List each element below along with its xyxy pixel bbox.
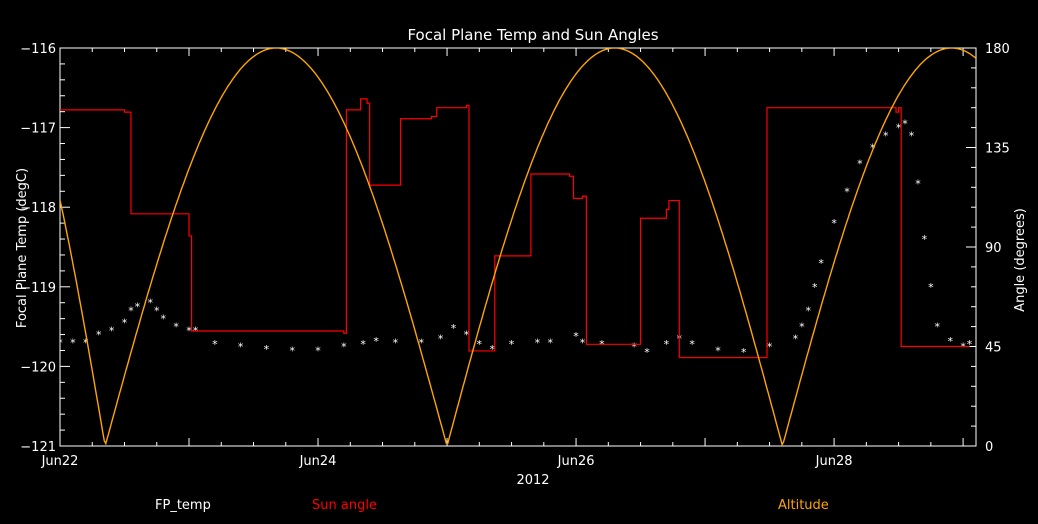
series-fp-temp: * * ** *** * **** * ** * * * * * * * * * ** ** * * * * * * * * ** * *… xyxy=(57,118,973,359)
x-axis-label: 2012 xyxy=(516,473,549,488)
y-right-tick-label: 180 xyxy=(985,42,1010,57)
fp-temp-point: * xyxy=(896,122,902,135)
fp-temp-point: * xyxy=(831,217,837,230)
fp-temp-point: * xyxy=(154,305,160,318)
fp-temp-point: * xyxy=(128,305,134,318)
fp-temp-point: * xyxy=(477,338,483,351)
legend-fp-temp: FP_temp xyxy=(155,498,211,513)
fp-temp-point: * xyxy=(489,343,495,356)
fp-temp-point: * xyxy=(109,325,115,338)
fp-temp-point: * xyxy=(360,338,366,351)
fp-temp-point: * xyxy=(644,346,650,359)
y-right-tick-label: 45 xyxy=(985,341,1002,356)
y-left-tick-label: −121 xyxy=(20,440,56,455)
y-right-tick-label: 135 xyxy=(985,142,1010,157)
series-sun-angle xyxy=(60,98,970,359)
x-tick-label: Jun28 xyxy=(815,454,853,469)
fp-temp-point: * xyxy=(96,329,102,342)
fp-temp-point: * xyxy=(967,338,973,351)
fp-temp-point: * xyxy=(573,330,579,343)
fp-temp-point: * xyxy=(902,118,908,131)
plot-axes: Jun22 Jun24 Jun26 Jun28 −121 −120 −119 −118 −117… xyxy=(20,42,1010,469)
fp-temp-point: * xyxy=(806,305,812,318)
fp-temp-point: * xyxy=(548,337,554,350)
fp-temp-point: * xyxy=(928,281,934,294)
fp-temp-point: * xyxy=(83,337,89,350)
fp-temp-point: * xyxy=(935,321,941,334)
fp-temp-point: * xyxy=(689,338,695,351)
fp-temp-point: * xyxy=(451,322,457,335)
plot-marks: * * ** *** * **** * ** * * * * * * * * * ** ** * * * * * * * * ** * *… xyxy=(57,48,976,446)
fp-temp-point: * xyxy=(844,185,850,198)
fp-temp-point: * xyxy=(883,130,889,143)
fp-temp-point: * xyxy=(264,343,270,356)
y-right-tick-label: 0 xyxy=(985,440,993,455)
fp-temp-point: * xyxy=(148,297,154,310)
chart-title: Focal Plane Temp and Sun Angles xyxy=(407,26,658,44)
fp-temp-point: * xyxy=(631,341,637,354)
series-altitude xyxy=(60,48,976,446)
series-group: * * ** *** * **** * ** * * * * * * * * * ** ** * * * * * * * * ** * *… xyxy=(57,48,976,446)
fp-temp-point: * xyxy=(922,233,928,246)
y-axis-label-right: Angle (degrees) xyxy=(1013,208,1028,312)
fp-temp-point: * xyxy=(509,338,515,351)
fp-temp-point: * xyxy=(664,338,670,351)
fp-temp-point: * xyxy=(767,341,773,354)
fp-temp-point: * xyxy=(122,317,128,330)
fp-temp-point: * xyxy=(741,346,747,359)
x-tick-label: Jun26 xyxy=(557,454,595,469)
fp-temp-point: * xyxy=(238,341,244,354)
y-left-tick-label: −117 xyxy=(20,122,56,137)
fp-temp-point: * xyxy=(915,177,921,190)
fp-temp-point: * xyxy=(947,335,953,348)
fp-temp-point: * xyxy=(393,337,399,350)
fp-temp-point: * xyxy=(70,337,76,350)
fp-temp-point: * xyxy=(315,344,321,357)
fp-temp-point: * xyxy=(341,341,347,354)
y-left-tick-label: −116 xyxy=(20,42,56,57)
fp-temp-point: * xyxy=(818,257,824,270)
fp-temp-point: * xyxy=(535,337,541,350)
y-left-tick-label: −119 xyxy=(20,281,56,296)
fp-temp-point: * xyxy=(289,344,295,357)
fp-temp-point: * xyxy=(186,325,192,338)
y-left-tick-label: −118 xyxy=(20,201,56,216)
fp-temp-point: * xyxy=(135,301,141,314)
x-tick-label: Jun24 xyxy=(299,454,337,469)
y-axis-label-left: Focal Plane Temp (degC) xyxy=(15,168,30,328)
fp-temp-point: * xyxy=(373,335,379,348)
fp-temp-point: * xyxy=(418,337,424,350)
y-right-tick-label: 90 xyxy=(985,241,1002,256)
fp-temp-point: * xyxy=(464,329,470,342)
fp-temp-point: * xyxy=(793,333,799,346)
fp-temp-point: * xyxy=(160,313,166,326)
legend-sun-angle: Sun angle xyxy=(312,498,377,513)
fp-temp-point: * xyxy=(438,333,444,346)
fp-temp-point: * xyxy=(212,338,218,351)
fp-temp-point: * xyxy=(909,130,915,143)
fp-temp-point: * xyxy=(857,157,863,170)
x-tick-label: Jun22 xyxy=(41,454,79,469)
fp-temp-point: * xyxy=(580,337,586,350)
fp-temp-point: * xyxy=(57,337,63,350)
fp-temp-point: * xyxy=(799,321,805,334)
y-left-tick-label: −120 xyxy=(20,360,56,375)
fp-temp-point: * xyxy=(173,321,179,334)
fp-temp-point: * xyxy=(812,281,818,294)
fp-temp-point: * xyxy=(715,344,721,357)
legend-altitude: Altitude xyxy=(778,498,829,513)
